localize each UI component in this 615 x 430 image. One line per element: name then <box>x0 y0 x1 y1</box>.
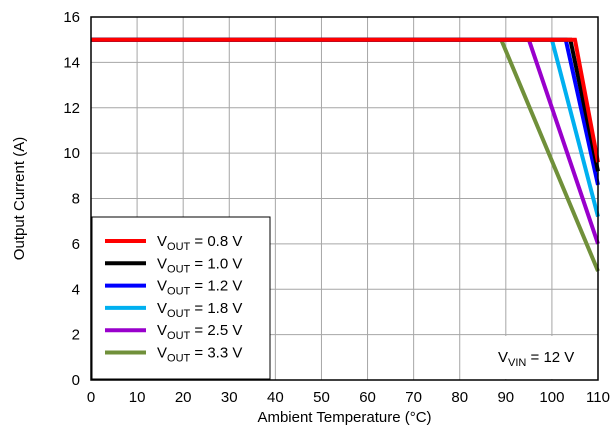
x-tick-label: 60 <box>359 389 376 406</box>
x-tick-label: 20 <box>175 389 192 406</box>
x-tick-label: 40 <box>267 389 284 406</box>
y-axis-title: Output Current (A) <box>11 137 28 260</box>
y-tick-label: 12 <box>63 100 80 117</box>
x-tick-label: 100 <box>539 389 564 406</box>
x-tick-label: 90 <box>497 389 514 406</box>
y-tick-label: 0 <box>72 372 80 389</box>
legend-label-3: VOUT = 1.2 V <box>157 278 242 298</box>
x-tick-labels: 0 10 20 30 40 50 60 70 80 90 100 110 <box>87 389 610 406</box>
y-tick-label: 14 <box>63 54 80 71</box>
x-tick-label: 80 <box>451 389 468 406</box>
legend-label-6: VOUT = 3.3 V <box>157 345 242 365</box>
series-line-1 <box>91 37 600 163</box>
legend-label-4: VOUT = 1.8 V <box>157 300 242 320</box>
y-tick-label: 2 <box>72 327 80 344</box>
y-tick-label: 6 <box>72 236 80 253</box>
plot-frame <box>90 16 599 381</box>
y-tick-label: 4 <box>72 281 80 298</box>
x-tick-label: 110 <box>586 389 610 406</box>
series-line-2 <box>91 37 600 172</box>
vin-label: VVIN = 12 V <box>498 349 574 369</box>
x-tick-label: 10 <box>129 389 146 406</box>
y-tick-label: 16 <box>63 9 80 26</box>
x-tick-label: 70 <box>405 389 422 406</box>
annotation-box <box>479 336 597 379</box>
y-tick-label: 10 <box>63 145 80 162</box>
series-line-5 <box>91 37 600 245</box>
x-axis-title: Ambient Temperature (°C) <box>257 409 431 426</box>
series-line-3 <box>91 37 600 186</box>
x-tick-label: 50 <box>313 389 330 406</box>
vin-annotation: VVIN = 12 V <box>479 336 597 379</box>
y-tick-labels: 0 2 4 6 8 10 12 14 16 <box>63 9 80 389</box>
x-tick-label: 0 <box>87 389 95 406</box>
legend-label-1: VOUT = 0.8 V <box>157 233 242 253</box>
legend-label-2: VOUT = 1.0 V <box>157 255 242 275</box>
y-tick-label: 8 <box>72 191 80 208</box>
x-tick-label: 30 <box>221 389 238 406</box>
series-line-4 <box>91 37 600 218</box>
series-lines <box>91 37 600 272</box>
legend-label-5: VOUT = 2.5 V <box>157 322 242 342</box>
